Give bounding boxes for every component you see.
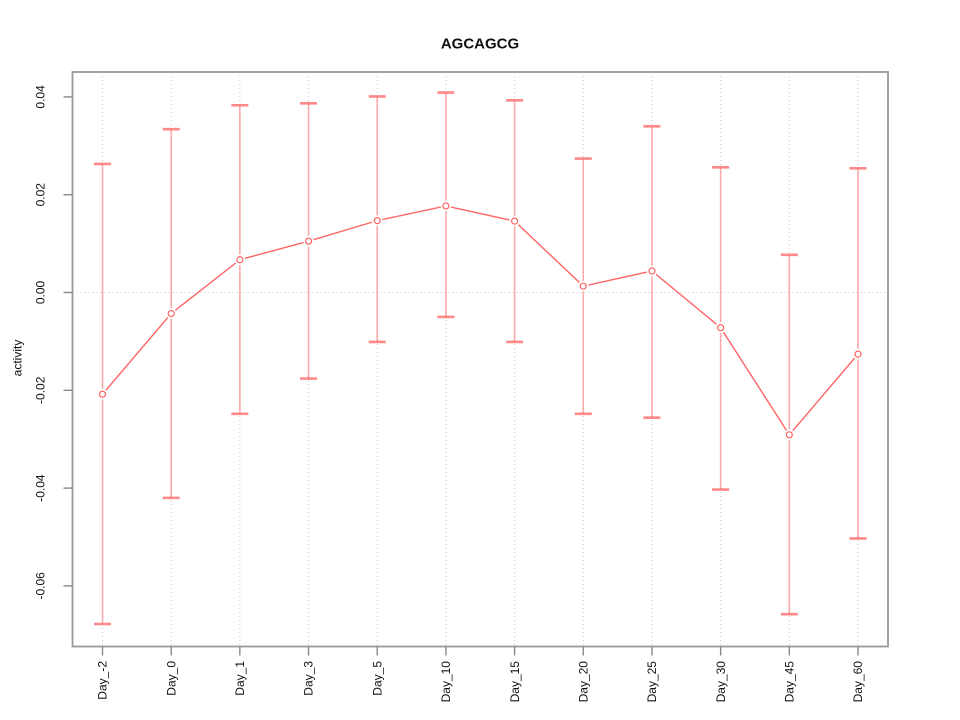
x-tick-label: Day_25: [645, 661, 659, 703]
data-point: [785, 431, 793, 439]
chart-title: AGCAGCG: [441, 36, 519, 53]
data-point: [648, 267, 656, 275]
plot-area: -0.06 -0.04 -0.02 0.00 0.02 0.04 Day_-2 Day_0 Da…: [34, 71, 889, 703]
y-axis-label: activity: [11, 340, 25, 377]
y-tick-label: 0.04: [34, 85, 48, 109]
data-point-gap: [234, 254, 246, 266]
data-point-gap: [440, 200, 452, 212]
y-tick-label: -0.04: [34, 474, 48, 502]
series-line: [101, 205, 859, 436]
data-point-gap: [371, 215, 383, 226]
y-tick-label: 0.00: [34, 281, 48, 305]
data-point: [304, 237, 313, 245]
x-tick-label: Day_20: [576, 661, 590, 703]
data-point-gap: [509, 215, 520, 227]
data-point: [511, 217, 519, 225]
x-tick-label: Day_3: [302, 661, 316, 696]
y-tick-label: 0.02: [34, 183, 48, 207]
data-point: [373, 217, 381, 225]
data-point-gap: [784, 429, 795, 441]
data-point: [98, 390, 107, 398]
data-point: [579, 282, 587, 290]
y-tick-label: -0.06: [34, 572, 48, 600]
data-point-gap: [852, 348, 864, 360]
data-point: [442, 202, 450, 210]
x-tick-label: Day_0: [164, 661, 178, 696]
data-point-gap: [715, 322, 726, 334]
data-point-gap: [165, 308, 177, 319]
x-tick-label: Day_15: [508, 661, 522, 703]
x-tick-label: Day_1: [233, 661, 247, 696]
x-tick-label: Day_5: [370, 661, 384, 696]
x-tick-label: Day_45: [783, 661, 797, 703]
data-point: [167, 309, 175, 318]
data-point: [236, 256, 244, 264]
x-tick-label: Day_30: [714, 661, 728, 703]
data-point: [717, 324, 725, 332]
data-point-gap: [97, 388, 108, 400]
y-tick-label: -0.02: [34, 376, 48, 404]
data-point-gap: [646, 265, 658, 277]
plot-frame: [71, 71, 889, 648]
data-point-gap: [577, 280, 589, 292]
data-point: [854, 350, 862, 358]
x-tick-label: Day_-2: [96, 661, 110, 700]
data-point-gap: [303, 235, 314, 247]
x-tick-label: Day_10: [439, 661, 453, 703]
x-tick-label: Day_60: [851, 661, 865, 703]
